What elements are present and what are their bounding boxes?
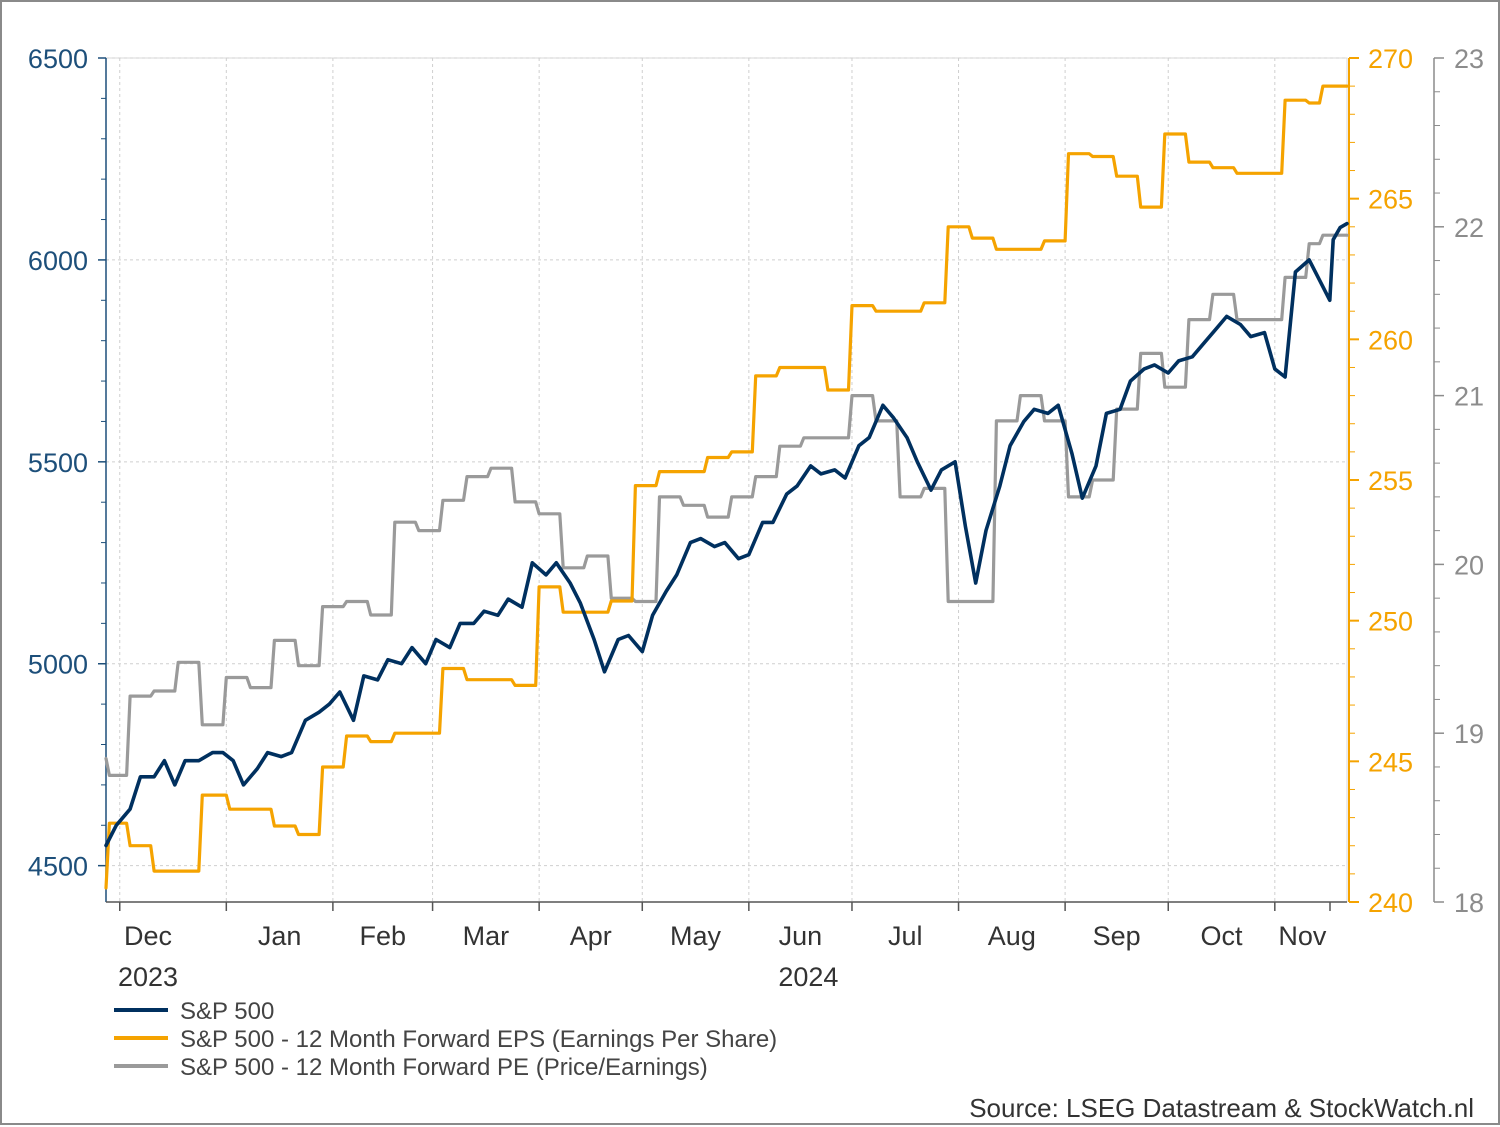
x-axis-tick-label: Sep — [1093, 921, 1141, 951]
x-axis-year-label: 2023 — [118, 962, 178, 992]
pe-axis-tick-label: 20 — [1454, 550, 1484, 580]
x-axis-tick-label: Aug — [988, 921, 1036, 951]
x-axis-tick-label: Apr — [570, 921, 612, 951]
left-axis-tick-label: 6000 — [28, 246, 88, 276]
eps-axis-tick-label: 245 — [1368, 747, 1413, 777]
axes-layer: 4500 5000 5500 6000 6500 240 245 250 255 260 265 27… — [28, 44, 1484, 992]
legend-label: S&P 500 - 12 Month Forward EPS (Earnings… — [180, 1026, 777, 1053]
x-axis-tick-label: May — [670, 921, 722, 951]
left-axis-tick-label: 5000 — [28, 650, 88, 680]
x-axis-tick-label: Jun — [779, 921, 823, 951]
source-label: Source: LSEG Datastream & StockWatch.nl — [969, 1093, 1474, 1123]
x-axis-tick-label: Jul — [888, 921, 923, 951]
eps-axis-tick-label: 250 — [1368, 607, 1413, 637]
x-axis-year-label: 2024 — [778, 962, 838, 992]
x-axis-tick-label: Mar — [463, 921, 510, 951]
pe-axis-tick-label: 19 — [1454, 719, 1484, 749]
eps-axis-tick-label: 265 — [1368, 185, 1413, 215]
pe-axis-tick-label: 18 — [1454, 888, 1484, 918]
x-axis-tick-label: Dec — [124, 921, 172, 951]
legend-label: S&P 500 - 12 Month Forward PE (Price/Ear… — [180, 1054, 708, 1081]
pe-axis-tick-label: 23 — [1454, 44, 1484, 74]
eps-axis-tick-label: 260 — [1368, 325, 1413, 355]
pe-axis-tick-label: 21 — [1454, 382, 1484, 412]
left-axis-tick-label: 5500 — [28, 448, 88, 478]
eps-axis-tick-label: 255 — [1368, 466, 1413, 496]
grid-layer — [105, 57, 1348, 903]
sp500-line — [104, 221, 1349, 848]
left-axis-tick-label: 6500 — [28, 44, 88, 74]
legend-label: S&P 500 — [180, 998, 274, 1025]
x-axis-tick-label: Jan — [258, 921, 302, 951]
left-axis-tick-label: 4500 — [28, 852, 88, 882]
series-layer — [104, 84, 1349, 890]
x-axis-tick-label: Feb — [359, 921, 406, 951]
eps-axis-tick-label: 270 — [1368, 44, 1413, 74]
x-axis-tick-label: Oct — [1201, 921, 1244, 951]
pe-axis-tick-label: 22 — [1454, 213, 1484, 243]
eps-line — [104, 84, 1349, 890]
eps-axis-tick-label: 240 — [1368, 888, 1413, 918]
x-axis-tick-label: Nov — [1278, 921, 1327, 951]
pe-line — [104, 233, 1349, 777]
